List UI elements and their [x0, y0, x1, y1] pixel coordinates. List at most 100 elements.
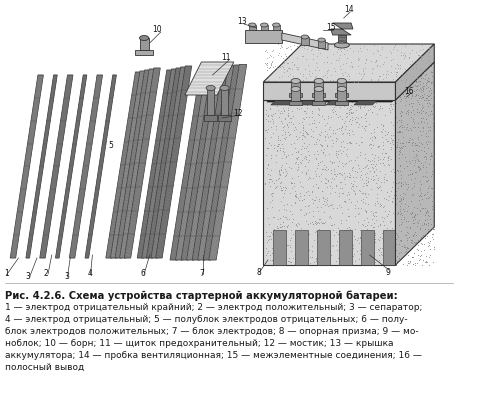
Point: [320, 59, 328, 66]
Point: [378, 213, 386, 220]
Point: [379, 142, 387, 149]
Point: [393, 201, 400, 207]
Point: [326, 123, 334, 130]
Point: [299, 127, 307, 134]
Point: [343, 113, 351, 120]
Point: [388, 197, 396, 204]
Point: [362, 59, 370, 65]
Point: [399, 67, 407, 74]
Point: [379, 121, 387, 128]
Point: [369, 50, 377, 56]
Point: [423, 46, 431, 52]
Point: [268, 256, 276, 263]
Point: [393, 180, 400, 186]
Point: [280, 135, 288, 141]
Point: [278, 89, 286, 96]
Point: [408, 135, 416, 142]
Point: [308, 248, 316, 254]
Point: [412, 87, 420, 93]
Point: [359, 83, 367, 90]
Point: [281, 131, 289, 138]
Point: [426, 139, 434, 145]
Point: [338, 77, 346, 83]
Point: [407, 108, 415, 115]
Point: [428, 206, 436, 212]
Point: [397, 65, 405, 71]
Point: [292, 250, 299, 257]
Point: [344, 71, 352, 78]
Point: [372, 165, 380, 172]
Point: [354, 83, 362, 90]
Point: [387, 50, 395, 56]
Point: [283, 152, 291, 159]
Point: [354, 93, 362, 100]
Point: [305, 94, 313, 100]
Point: [426, 153, 434, 160]
Point: [415, 87, 423, 93]
Point: [346, 243, 354, 250]
Point: [361, 127, 369, 133]
Point: [380, 174, 388, 181]
Point: [422, 95, 430, 102]
Point: [416, 208, 424, 215]
Point: [273, 251, 281, 257]
Point: [392, 246, 400, 253]
Point: [274, 90, 282, 97]
Point: [295, 252, 302, 259]
Point: [336, 83, 344, 90]
Point: [390, 70, 398, 77]
Point: [324, 176, 332, 183]
Point: [381, 208, 389, 215]
Point: [424, 97, 432, 104]
Point: [428, 234, 436, 240]
Point: [366, 140, 374, 147]
Point: [317, 141, 325, 148]
Point: [414, 147, 422, 154]
Point: [398, 196, 406, 202]
Point: [281, 136, 289, 142]
Point: [386, 218, 394, 225]
Point: [408, 58, 416, 64]
Point: [333, 126, 341, 133]
Point: [405, 83, 413, 90]
Text: 3: 3: [64, 272, 69, 280]
Point: [324, 165, 332, 172]
Point: [373, 46, 381, 53]
Point: [290, 140, 297, 147]
Point: [323, 59, 331, 65]
Point: [336, 185, 344, 192]
Polygon shape: [337, 81, 346, 93]
Point: [291, 199, 298, 205]
Point: [421, 226, 429, 232]
Point: [356, 76, 364, 83]
Point: [403, 245, 411, 251]
Point: [298, 77, 306, 83]
Point: [426, 124, 434, 131]
Point: [358, 69, 366, 76]
Point: [366, 158, 374, 164]
Point: [355, 239, 363, 246]
Point: [286, 59, 294, 66]
Point: [393, 142, 401, 148]
Point: [389, 166, 396, 172]
Polygon shape: [396, 62, 434, 265]
Point: [300, 116, 308, 123]
Point: [327, 238, 335, 245]
Point: [402, 139, 410, 145]
Point: [388, 102, 396, 109]
Point: [337, 62, 345, 68]
Point: [355, 83, 363, 90]
Point: [343, 145, 350, 152]
Point: [303, 159, 311, 165]
Point: [383, 138, 391, 144]
Point: [303, 102, 311, 109]
Point: [313, 53, 321, 59]
Point: [401, 178, 409, 185]
Point: [292, 188, 299, 194]
Point: [268, 116, 276, 122]
Point: [302, 217, 310, 224]
Point: [341, 161, 349, 167]
Point: [347, 185, 355, 191]
Point: [379, 63, 387, 69]
Point: [298, 53, 306, 60]
